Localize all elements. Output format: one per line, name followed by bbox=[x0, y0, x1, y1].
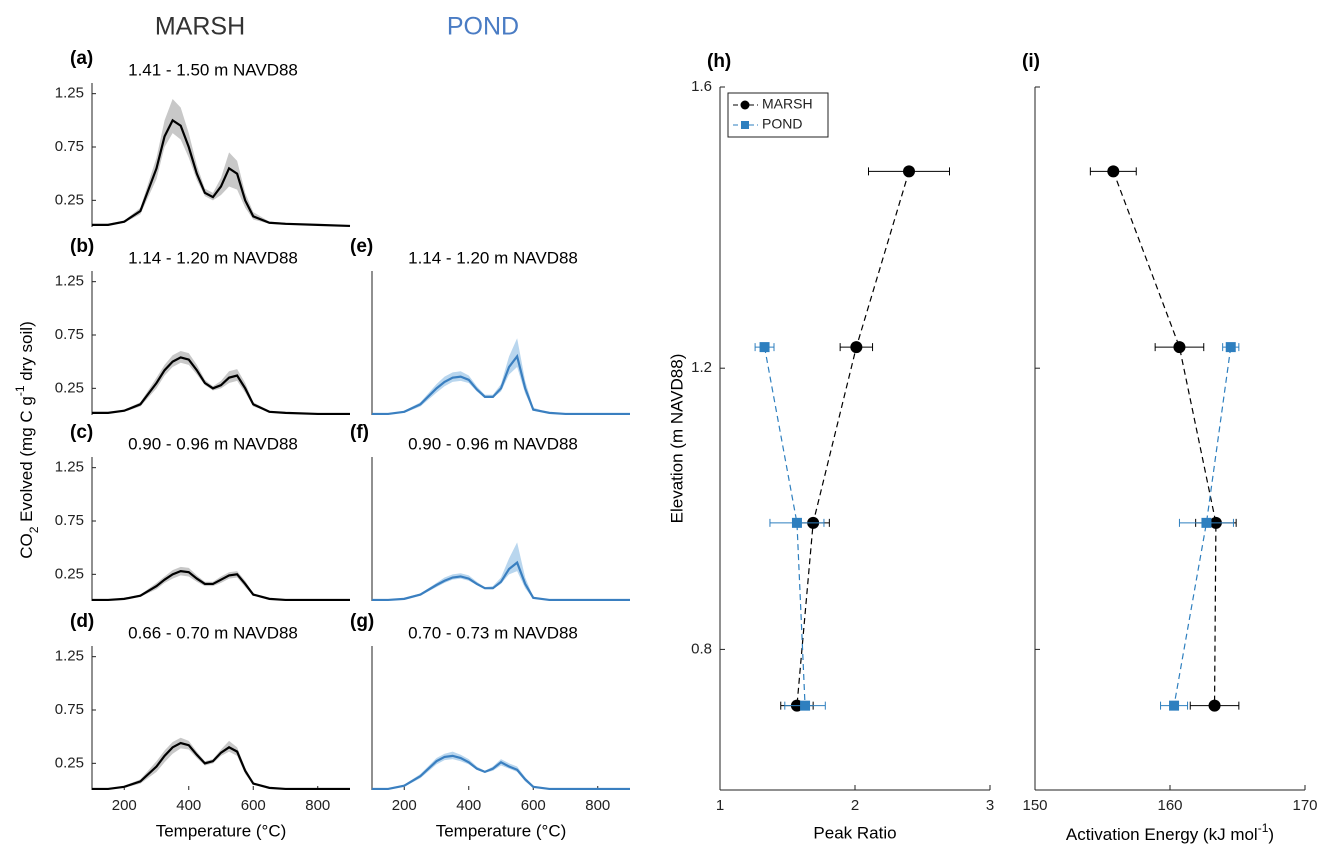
panel-label: (b) bbox=[70, 236, 94, 257]
marker bbox=[759, 342, 770, 353]
x-tick-label: 150 bbox=[1022, 797, 1047, 814]
y-tick-label: 0.25 bbox=[55, 379, 84, 396]
thermogram-line bbox=[92, 118, 351, 228]
marker bbox=[1225, 342, 1236, 353]
thermogram-line bbox=[372, 560, 630, 602]
panel-subtitle: 1.14 - 1.20 m NAVD88 bbox=[128, 248, 298, 267]
panel-subtitle: 0.90 - 0.96 m NAVD88 bbox=[408, 434, 578, 453]
x-tick-label: 3 bbox=[986, 797, 994, 814]
legend-box bbox=[727, 92, 829, 138]
y-tick-label: 1.25 bbox=[55, 85, 84, 102]
panel-label: (a) bbox=[70, 48, 93, 69]
uncertainty-band bbox=[372, 751, 630, 789]
y-tick-label: 0.75 bbox=[55, 326, 84, 343]
marker bbox=[903, 165, 915, 178]
legend-label: POND bbox=[762, 116, 802, 132]
label-part: -1 bbox=[13, 385, 27, 396]
uncertainty-band bbox=[92, 99, 350, 226]
thermogram-line bbox=[372, 754, 630, 791]
panel-label: (d) bbox=[70, 611, 94, 632]
thermogram-line bbox=[92, 356, 350, 416]
x-axis-label: Temperature (°C) bbox=[436, 821, 567, 840]
x-tick-label: 200 bbox=[392, 797, 417, 814]
x-tick-label: 160 bbox=[1157, 797, 1182, 814]
x-tick-label: 800 bbox=[585, 797, 610, 814]
connecting-line bbox=[1173, 347, 1232, 706]
x-tick-label: 600 bbox=[521, 797, 546, 814]
y-tick-label: 1.25 bbox=[55, 273, 84, 290]
connecting-line bbox=[1112, 171, 1217, 706]
legend-label: MARSH bbox=[762, 96, 813, 112]
marker bbox=[850, 341, 863, 354]
connecting-line bbox=[763, 347, 806, 706]
y-tick-label: 0.75 bbox=[55, 138, 84, 155]
label-part: ) bbox=[1268, 825, 1274, 844]
uncertainty-band bbox=[372, 338, 630, 414]
x-tick-label: 800 bbox=[305, 797, 330, 814]
x-tick-label: 2 bbox=[851, 797, 859, 814]
uncertainty-band bbox=[92, 351, 350, 414]
label-part: Evolved (mg C g bbox=[17, 396, 36, 526]
panel-label: (e) bbox=[350, 236, 373, 257]
label-part: 2 bbox=[27, 526, 41, 533]
x-tick-label: 400 bbox=[176, 797, 201, 814]
legend-marker bbox=[741, 121, 749, 129]
y-tick-label: 0.25 bbox=[55, 565, 84, 582]
panel-label: (f) bbox=[350, 422, 369, 443]
y-tick-label: 0.25 bbox=[55, 191, 84, 208]
panel-label: (c) bbox=[70, 422, 93, 443]
column-header: MARSH bbox=[155, 13, 245, 41]
legend-marker bbox=[740, 100, 750, 110]
x-tick-label: 400 bbox=[456, 797, 481, 814]
thermogram-line bbox=[92, 570, 350, 602]
x-tick-label: 170 bbox=[1292, 797, 1317, 814]
y-tick-label: 0.25 bbox=[55, 754, 84, 771]
uncertainty-band bbox=[372, 542, 630, 600]
marker bbox=[1169, 700, 1180, 711]
thermogram-line bbox=[372, 353, 630, 416]
x-tick-label: 200 bbox=[112, 797, 137, 814]
marker bbox=[800, 700, 811, 711]
thermogram-line bbox=[92, 741, 350, 791]
x-axis-label: Peak Ratio bbox=[813, 823, 896, 842]
panel-subtitle: 1.14 - 1.20 m NAVD88 bbox=[408, 248, 578, 267]
y-axis-label: Elevation (m NAVD88) bbox=[667, 354, 686, 524]
y-tick-label: 1.6 bbox=[691, 78, 712, 95]
panel-label: (i) bbox=[1022, 51, 1040, 72]
marker bbox=[1208, 699, 1221, 712]
panel-label: (g) bbox=[350, 611, 374, 632]
x-tick-label: 1 bbox=[716, 797, 724, 814]
y-tick-label: 0.75 bbox=[55, 512, 84, 529]
label-part: dry soil) bbox=[17, 321, 36, 385]
marker bbox=[1107, 165, 1120, 178]
label-part: CO bbox=[17, 533, 36, 559]
x-tick-label: 600 bbox=[241, 797, 266, 814]
marker bbox=[1201, 517, 1212, 528]
connecting-line bbox=[796, 171, 910, 706]
y-tick-label: 0.8 bbox=[691, 640, 712, 657]
x-axis-label: Activation Energy (kJ mol-1) bbox=[1066, 821, 1274, 844]
y-tick-label: 0.75 bbox=[55, 701, 84, 718]
y-axis-label: CO2 Evolved (mg C g-1 dry soil) bbox=[13, 321, 41, 558]
panel-label: (h) bbox=[707, 51, 731, 72]
panel-subtitle: 1.41 - 1.50 m NAVD88 bbox=[128, 60, 298, 79]
y-tick-label: 1.25 bbox=[55, 648, 84, 665]
panel-subtitle: 0.66 - 0.70 m NAVD88 bbox=[128, 623, 298, 642]
panel-subtitle: 0.70 - 0.73 m NAVD88 bbox=[408, 623, 578, 642]
uncertainty-band bbox=[92, 566, 350, 600]
marker bbox=[1173, 341, 1186, 354]
label-part: -1 bbox=[1258, 821, 1269, 835]
x-axis-label: Temperature (°C) bbox=[156, 821, 287, 840]
column-header: POND bbox=[447, 13, 519, 41]
panel-subtitle: 0.90 - 0.96 m NAVD88 bbox=[128, 434, 298, 453]
y-tick-label: 1.25 bbox=[55, 459, 84, 476]
label-part: Activation Energy (kJ mol bbox=[1066, 825, 1258, 844]
y-tick-label: 1.2 bbox=[691, 359, 712, 376]
uncertainty-band bbox=[92, 737, 350, 789]
marker bbox=[791, 517, 802, 528]
